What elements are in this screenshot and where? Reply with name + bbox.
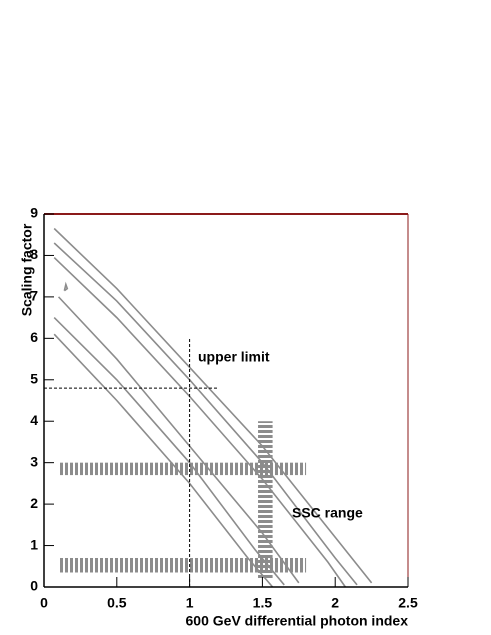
hatched-band: [58, 462, 307, 476]
x-tick-label: 2: [331, 595, 339, 611]
y-tick-label: 3: [30, 453, 38, 469]
hatched-band: [258, 421, 273, 579]
x-axis-title: 600 GeV differential photon index: [186, 613, 409, 629]
y-tick-label: 7: [30, 288, 38, 304]
hatched-band: [58, 557, 307, 573]
contour-line: [53, 256, 347, 588]
annotation: SSC range: [292, 505, 363, 521]
y-axis-title: Scaling factor: [19, 223, 35, 316]
y-tick-label: 5: [30, 370, 38, 386]
y-tick-label: 9: [30, 205, 38, 221]
y-tick-label: 0: [30, 578, 38, 594]
contour-line: [53, 333, 274, 588]
x-tick-label: 0.5: [107, 595, 127, 611]
y-tick-label: 6: [30, 329, 38, 345]
contour-line: [53, 242, 358, 586]
x-tick-label: 2.5: [398, 595, 418, 611]
x-tick-label: 1: [186, 595, 194, 611]
x-tick-label: 0: [40, 595, 48, 611]
y-tick-label: 4: [30, 412, 38, 428]
contour-line: [53, 227, 373, 584]
contour-line: [63, 281, 69, 292]
y-tick-label: 1: [30, 536, 38, 552]
annotation: upper limit: [198, 349, 270, 365]
y-tick-label: 8: [30, 246, 38, 262]
y-tick-label: 2: [30, 495, 38, 511]
x-tick-label: 1.5: [253, 595, 273, 611]
contour-line: [53, 317, 285, 586]
